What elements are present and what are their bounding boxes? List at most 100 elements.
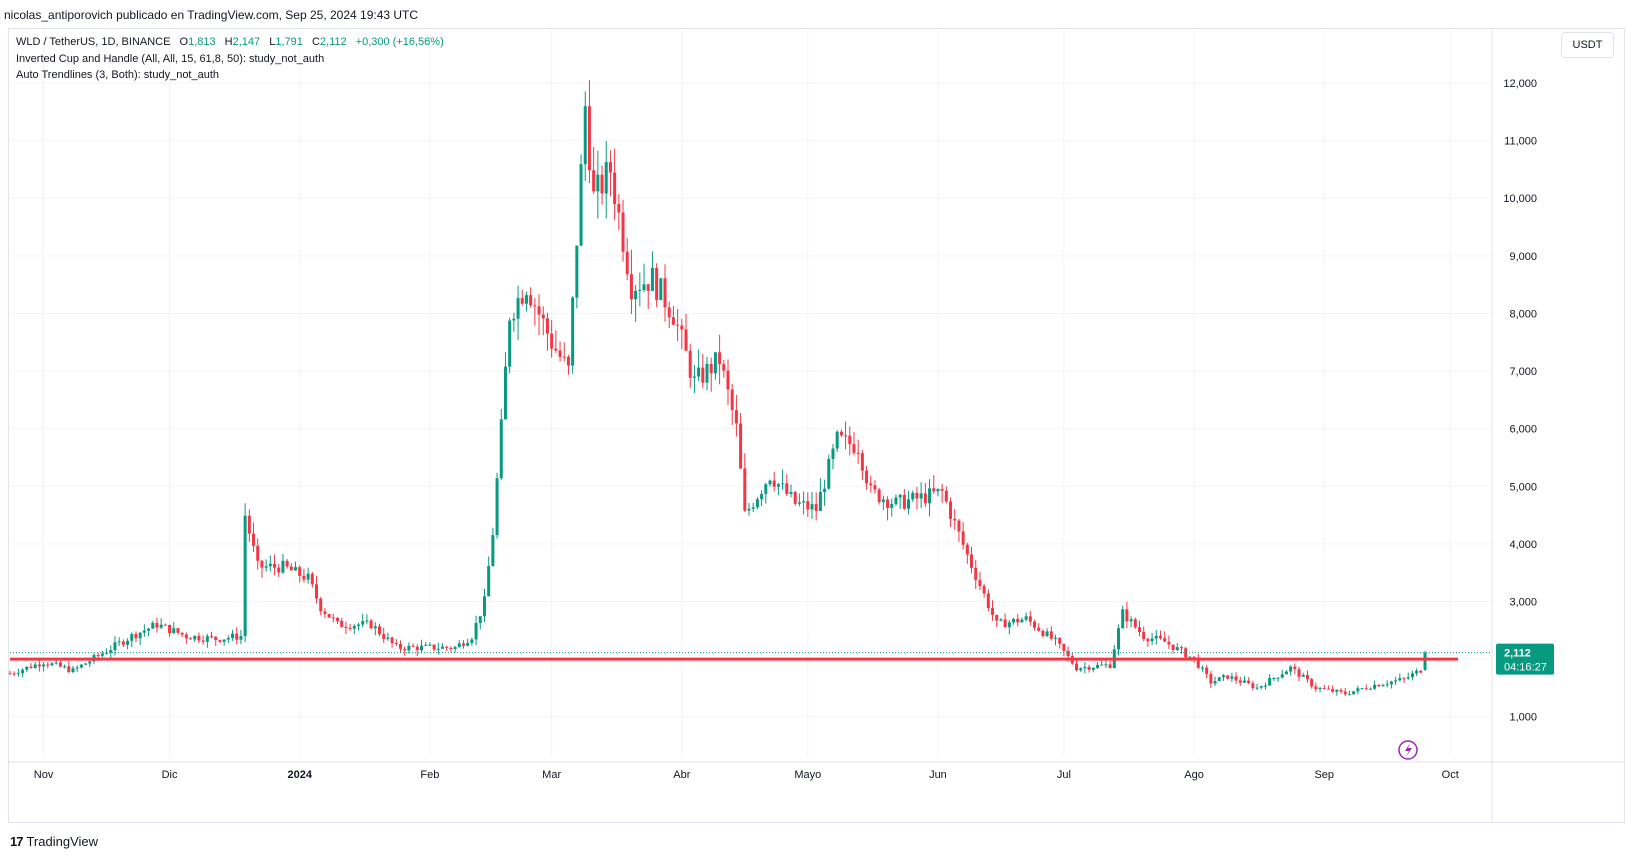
candle-body[interactable] [928,488,932,504]
candle-body[interactable] [281,560,285,573]
candle-body[interactable] [352,625,356,629]
candle-body[interactable] [520,298,524,304]
candle-body[interactable] [50,663,54,666]
candle-body[interactable] [617,204,621,213]
candle-body[interactable] [310,573,314,585]
candle-body[interactable] [88,661,92,664]
candle-body[interactable] [1007,622,1011,628]
candle-body[interactable] [785,483,789,494]
candle-body[interactable] [1293,666,1297,670]
candle-body[interactable] [394,643,398,645]
candle-body[interactable] [331,617,335,619]
candle-body[interactable] [865,470,869,484]
candle-body[interactable] [856,452,860,454]
candle-body[interactable] [1314,686,1318,690]
candle-body[interactable] [1331,688,1335,692]
candle-body[interactable] [1280,674,1284,678]
candle-body[interactable] [42,664,46,667]
candle-body[interactable] [285,560,289,567]
candle-body[interactable] [1377,684,1381,687]
candle-body[interactable] [239,636,243,640]
candle-body[interactable] [340,620,344,627]
candle-body[interactable] [1381,685,1385,687]
candle-body[interactable] [776,484,780,487]
candle-body[interactable] [1066,650,1070,657]
candle-body[interactable] [1415,670,1419,674]
candle-body[interactable] [1423,652,1427,670]
candle-body[interactable] [226,637,230,640]
candle-body[interactable] [37,664,41,667]
candle-body[interactable] [214,636,218,641]
candle-body[interactable] [1028,616,1032,622]
candle-body[interactable] [382,634,386,639]
candle-body[interactable] [445,646,449,648]
candle-body[interactable] [566,356,570,366]
candle-body[interactable] [747,508,751,511]
candle-body[interactable] [1016,618,1020,623]
candle-body[interactable] [1083,666,1087,669]
candle-body[interactable] [701,367,705,383]
candle-body[interactable] [1221,675,1225,678]
candle-body[interactable] [25,666,29,670]
candle-body[interactable] [1150,638,1154,642]
candle-body[interactable] [1255,687,1259,689]
candle-body[interactable] [1360,688,1364,690]
candle-body[interactable] [79,664,83,668]
legend-indicator-2[interactable]: Auto Trendlines (3, Both): study_not_aut… [16,69,220,81]
candle-body[interactable] [419,645,423,651]
candle-body[interactable] [907,499,911,509]
candle-body[interactable] [999,619,1003,621]
candle-body[interactable] [1125,609,1129,622]
candle-body[interactable] [734,410,738,424]
candle-body[interactable] [1054,637,1058,639]
candle-body[interactable] [1100,664,1104,666]
candle-body[interactable] [495,478,499,536]
candle-body[interactable] [1163,638,1167,642]
candle-body[interactable] [1075,663,1079,671]
candle-body[interactable] [289,566,293,571]
candle-body[interactable] [1200,667,1204,669]
candle-body[interactable] [1410,673,1414,678]
candle-body[interactable] [109,650,113,653]
candle-body[interactable] [121,641,125,645]
candle-body[interactable] [1352,691,1356,695]
candle-body[interactable] [403,648,407,651]
candle-body[interactable] [487,566,491,597]
candle-body[interactable] [634,290,638,300]
candle-body[interactable] [71,668,75,673]
candle-body[interactable] [138,632,142,639]
candle-body[interactable] [1171,644,1175,650]
candle-body[interactable] [8,673,12,675]
candle-body[interactable] [222,639,226,642]
candle-body[interactable] [457,643,461,648]
candle-body[interactable] [63,666,67,668]
candle-body[interactable] [302,575,306,580]
candle-body[interactable] [991,608,995,615]
candle-body[interactable] [1276,677,1280,679]
candle-body[interactable] [474,622,478,640]
candle-body[interactable] [965,544,969,555]
candle-body[interactable] [298,567,302,576]
candle-body[interactable] [260,560,264,568]
candle-body[interactable] [84,663,88,665]
candle-body[interactable] [1012,618,1016,623]
candle-body[interactable] [1263,685,1267,687]
candle-body[interactable] [961,531,965,545]
candle-body[interactable] [277,567,281,573]
candle-body[interactable] [705,363,709,383]
candle-body[interactable] [831,448,835,459]
candle-body[interactable] [398,644,402,649]
candle-body[interactable] [273,563,277,568]
candle-body[interactable] [1158,635,1162,639]
candle-body[interactable] [415,646,419,651]
candle-body[interactable] [1045,631,1049,636]
candle-body[interactable] [1096,664,1100,668]
candle-body[interactable] [1213,681,1217,684]
candle-body[interactable] [134,634,138,639]
candle-body[interactable] [1020,619,1024,623]
candle-body[interactable] [911,492,915,500]
candle-body[interactable] [1389,681,1393,685]
candle-body[interactable] [252,533,256,546]
candle-body[interactable] [508,320,512,367]
candle-body[interactable] [126,640,130,645]
